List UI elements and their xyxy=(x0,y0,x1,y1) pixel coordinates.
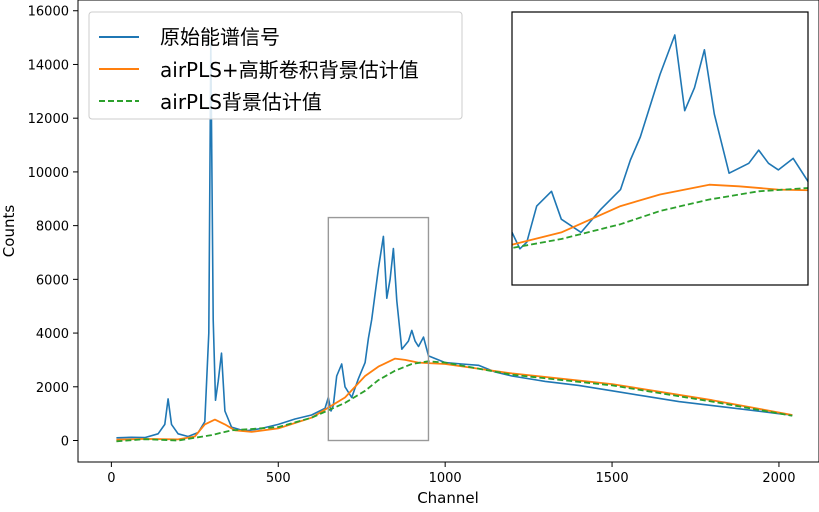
legend: 原始能谱信号 airPLS+高斯卷积背景估计值 airPLS背景估计值 xyxy=(88,11,463,120)
inset-zoom-plot xyxy=(511,11,809,286)
x-tick-label: 500 xyxy=(266,471,291,486)
y-tick-label: 8000 xyxy=(36,220,69,235)
x-tick-label: 1000 xyxy=(429,471,462,486)
y-tick-label: 4000 xyxy=(36,327,69,342)
legend-label-airpls: airPLS背景估计值 xyxy=(160,90,322,114)
zoom-region-box xyxy=(327,216,430,442)
series-line-2 xyxy=(116,360,793,443)
y-tick-label: 0 xyxy=(61,435,69,450)
y-tick-label: 12000 xyxy=(28,112,69,127)
x-axis-label: Channel xyxy=(417,489,479,507)
y-tick-label: 10000 xyxy=(28,166,69,181)
y-tick-label: 2000 xyxy=(36,381,69,396)
x-tick-label: 1500 xyxy=(596,471,629,486)
y-tick-label: 16000 xyxy=(28,5,69,20)
inset-series-line-2 xyxy=(512,187,808,249)
x-tick-label: 2000 xyxy=(762,471,795,486)
y-tick-label: 6000 xyxy=(36,273,69,288)
legend-label-raw: 原始能谱信号 xyxy=(160,25,280,49)
x-tick-label: 0 xyxy=(107,471,115,486)
legend-label-gauss: airPLS+高斯卷积背景估计值 xyxy=(160,58,419,82)
x-axis-ticks: 0 500 1000 1500 2000 xyxy=(107,462,795,486)
inset-frame xyxy=(511,11,809,286)
inset-series-line-0 xyxy=(512,34,808,250)
y-tick-label: 14000 xyxy=(28,58,69,73)
inset-background xyxy=(512,12,808,285)
y-axis-ticks: 0 2000 4000 6000 8000 10000 12000 14000 16000 xyxy=(28,5,78,450)
y-axis-label: Counts xyxy=(0,205,18,258)
legend-frame xyxy=(88,11,463,120)
